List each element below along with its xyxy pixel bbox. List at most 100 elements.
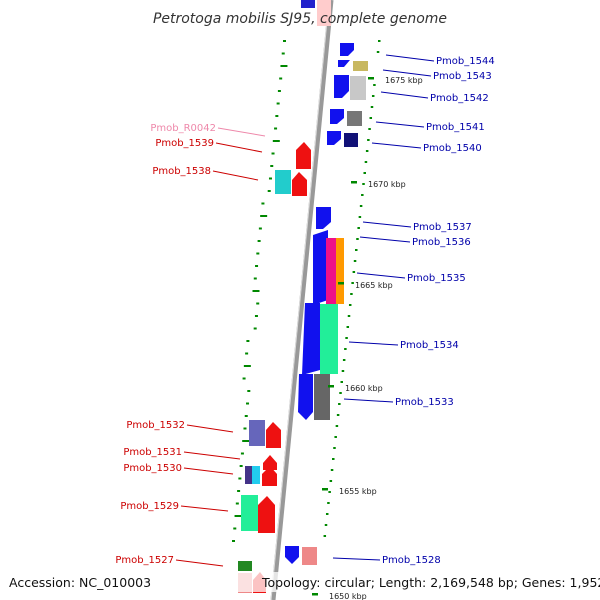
skew-trace-dot — [371, 95, 375, 97]
tick-label: 1655 kbp — [339, 487, 377, 496]
label-leader-line — [180, 505, 229, 512]
gene-pmob-1536[interactable] — [326, 238, 336, 304]
backbone-highlight — [270, 0, 330, 600]
gene-label-pmob-1542[interactable]: Pmob_1542 — [430, 93, 489, 104]
gene-pmob-1528[interactable] — [302, 547, 317, 565]
minus-strand-label-group: Pmob_R0042 Pmob_1539 Pmob_1538 Pmob_1532 Pmo… — [115, 123, 266, 567]
gene-pmob-1529[interactable] — [258, 496, 275, 533]
genome-backbone — [270, 0, 334, 600]
skew-trace-dot — [330, 469, 334, 471]
tick-mark — [368, 77, 374, 80]
label-leader-line — [348, 341, 399, 346]
gc-trace-dot — [261, 202, 265, 205]
skew-trace-dot — [323, 535, 327, 537]
skew-trace-dot — [338, 403, 341, 405]
skew-trace-dot — [367, 139, 370, 141]
gene-label-pmob-1536[interactable]: Pmob_1536 — [412, 237, 471, 248]
skew-trace-dot — [378, 40, 381, 42]
skew-trace-dot — [353, 260, 357, 262]
skew-trace-dot — [344, 348, 347, 350]
label-leader-line — [359, 236, 411, 243]
gene-pmob-1540a[interactable] — [327, 131, 341, 145]
plus-strand-label-group: Pmob_1544 Pmob_1543 Pmob_1542 Pmob_1541 Pmob… — [332, 54, 495, 566]
gene-pmob-1540[interactable] — [344, 133, 358, 147]
skew-trace-dot — [359, 205, 363, 207]
gene-label-pmob-1528[interactable]: Pmob_1528 — [382, 555, 441, 566]
gene-pmob-1527a[interactable] — [238, 561, 252, 571]
label-leader-line — [380, 91, 429, 99]
gc-trace-dot — [270, 165, 274, 167]
gene-pmob-1531[interactable] — [263, 455, 277, 470]
gene-label-pmob-1539[interactable]: Pmob_1539 — [155, 138, 214, 149]
gene-label-pmob-1543[interactable]: Pmob_1543 — [433, 71, 492, 82]
tick-mark — [351, 181, 357, 184]
top-partial-features — [301, 0, 331, 26]
label-leader-line — [382, 69, 432, 77]
gene-pmob-1530b[interactable] — [252, 466, 260, 484]
scale-ticks: 1675 kbp 1670 kbp 1665 kbp 1660 kbp 1655 kbp… — [312, 76, 423, 600]
gc-trace-dot — [277, 90, 281, 92]
gene-pmob-1534a[interactable] — [302, 303, 320, 375]
gene-pmob-1530a[interactable] — [245, 466, 253, 484]
gene-pmob-1532a[interactable] — [249, 420, 265, 446]
label-leader-line — [332, 557, 381, 561]
gc-trace-dot — [237, 490, 241, 492]
gene-pmob-1529a[interactable] — [241, 495, 258, 531]
gene-pmob-1538[interactable] — [292, 172, 307, 196]
gc-trace-dot — [252, 290, 260, 292]
gene-label-pmob-1541[interactable]: Pmob_1541 — [426, 122, 485, 133]
footer-band — [0, 572, 600, 592]
gene-pmob-1543[interactable] — [353, 61, 368, 71]
label-leader-line — [375, 121, 425, 128]
skew-trace-dot — [328, 491, 331, 493]
gene-pmob-1535a[interactable] — [313, 230, 328, 305]
gene-pmob-1541[interactable] — [347, 111, 362, 126]
gene-label-pmob-1544[interactable]: Pmob_1544 — [436, 56, 495, 67]
gene-pmob-1544[interactable] — [340, 43, 354, 56]
gene-pmob-1534[interactable] — [320, 304, 338, 374]
gene-label-pmob-1532[interactable]: Pmob_1532 — [126, 420, 185, 431]
genome-title: Petrotoga mobilis SJ95, complete genome — [153, 11, 447, 27]
gene-label-pmob-1538[interactable]: Pmob_1538 — [152, 166, 211, 177]
gene-label-pmob-1540[interactable]: Pmob_1540 — [423, 143, 482, 154]
gene-label-pmob-1534[interactable]: Pmob_1534 — [400, 340, 459, 351]
skew-trace-dot — [350, 293, 353, 295]
gene-label-pmob-1533[interactable]: Pmob_1533 — [395, 397, 454, 408]
gene-pmob-1542a[interactable] — [334, 75, 349, 98]
gene-pmob-1542[interactable] — [350, 76, 366, 100]
gene-label-pmob-1530[interactable]: Pmob_1530 — [123, 463, 182, 474]
gene-pmob-1538a[interactable] — [275, 170, 291, 194]
gc-trace-dot — [242, 440, 250, 442]
gene-pmob-1541a[interactable] — [330, 109, 344, 124]
label-leader-line — [186, 424, 234, 433]
tick-mark — [328, 385, 334, 388]
skew-trace-dot — [333, 447, 336, 449]
gene-label-pmob-1529[interactable]: Pmob_1529 — [120, 501, 179, 512]
gene-label-pmob-1527[interactable]: Pmob_1527 — [115, 555, 174, 566]
gc-trace-dot — [256, 302, 260, 305]
gene-label-pmob-1537[interactable]: Pmob_1537 — [413, 222, 472, 233]
gene-small-plus[interactable] — [338, 60, 350, 67]
gene-pmob-1533a[interactable] — [298, 374, 313, 420]
gene-pmob-1533[interactable] — [314, 374, 330, 420]
skew-trace-dot — [335, 425, 339, 427]
skew-trace-dot — [351, 282, 354, 284]
gene-label-pmob-1531[interactable]: Pmob_1531 — [123, 447, 182, 458]
tick-mark — [312, 593, 318, 596]
skew-trace-dot — [362, 183, 365, 185]
gene-pmob-1530[interactable] — [262, 466, 277, 486]
topology-text: Topology: circular; Length: 2,169,548 bp… — [261, 575, 600, 590]
gene-pmob-1539[interactable] — [296, 142, 311, 169]
gene-pmob-1532[interactable] — [266, 422, 281, 448]
gc-trace-dot — [246, 402, 250, 405]
gene-pmob-1528a[interactable] — [285, 546, 299, 564]
gene-pmob-1537[interactable] — [316, 207, 331, 229]
gene-label-pmob-r0042[interactable]: Pmob_R0042 — [150, 123, 216, 134]
skew-trace-dot — [346, 326, 350, 328]
gc-trace-dot — [238, 477, 242, 480]
skew-trace-dot — [348, 304, 352, 306]
gene-pmob-1535[interactable] — [336, 238, 344, 304]
gc-content-trace — [232, 40, 381, 542]
gene-label-pmob-1535[interactable]: Pmob_1535 — [407, 273, 466, 284]
tick-mark — [338, 282, 344, 285]
